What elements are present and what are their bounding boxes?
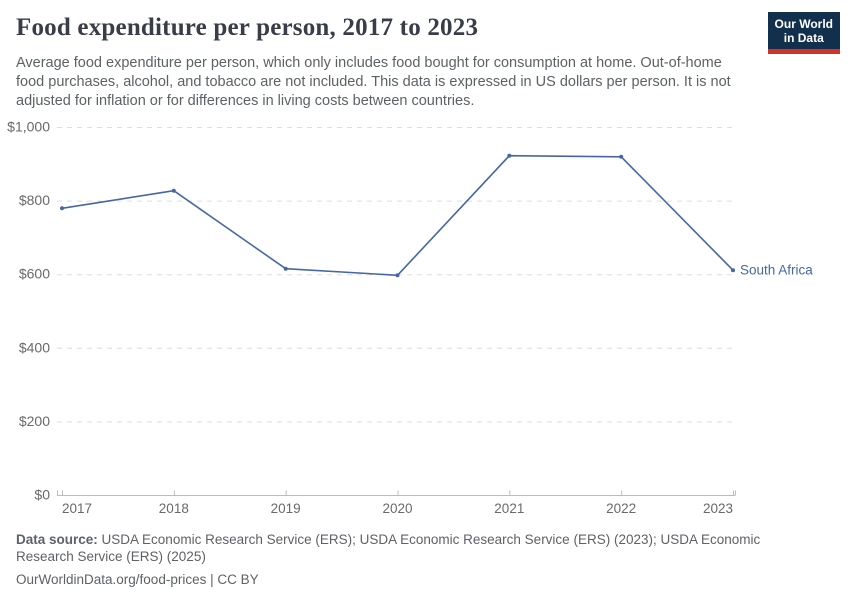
chart-title: Food expenditure per person, 2017 to 202…	[16, 14, 479, 41]
footer-url-link[interactable]: OurWorldinData.org/food-prices	[16, 572, 207, 587]
owid-logo-line2: in Data	[783, 31, 824, 45]
data-point[interactable]	[60, 206, 64, 211]
data-point[interactable]	[619, 154, 624, 159]
series-end-label[interactable]: South Africa	[740, 263, 813, 278]
license-line: OurWorldinData.org/food-prices | CC BY	[16, 571, 761, 588]
footer-separator: |	[206, 572, 218, 587]
x-tick-label: 2019	[271, 501, 301, 516]
owid-logo-line1: Our World	[774, 17, 833, 31]
chart-subtitle: Average food expenditure per person, whi…	[16, 55, 731, 109]
data-source-text: USDA Economic Research Service (ERS); US…	[16, 532, 761, 564]
data-point[interactable]	[507, 153, 512, 158]
data-point[interactable]	[171, 188, 176, 193]
x-tick-label: 2021	[494, 501, 524, 516]
y-tick-label: $0	[34, 487, 50, 503]
y-tick-label: $200	[19, 413, 50, 429]
data-source-label: Data source:	[16, 532, 98, 547]
data-point[interactable]	[395, 273, 400, 278]
x-tick-label: 2018	[159, 501, 189, 516]
y-tick-label: $1,000	[7, 119, 50, 135]
series-line[interactable]	[61, 154, 734, 277]
x-tick-label: 2020	[382, 501, 412, 516]
chart-footer: Data source: USDA Economic Research Serv…	[16, 531, 761, 588]
owid-logo[interactable]: Our World in Data	[767, 12, 840, 54]
data-point[interactable]	[731, 268, 735, 273]
data-source-line: Data source: USDA Economic Research Serv…	[16, 531, 761, 565]
x-tick-label: 2017	[62, 501, 92, 516]
x-tick-label: 2022	[606, 501, 636, 516]
x-tick-label: 2023	[703, 501, 733, 516]
y-tick-label: $600	[19, 266, 50, 282]
y-tick-label: $800	[19, 192, 50, 208]
footer-license-link[interactable]: CC BY	[217, 572, 259, 587]
data-point[interactable]	[283, 266, 288, 271]
y-tick-label: $400	[19, 339, 50, 355]
